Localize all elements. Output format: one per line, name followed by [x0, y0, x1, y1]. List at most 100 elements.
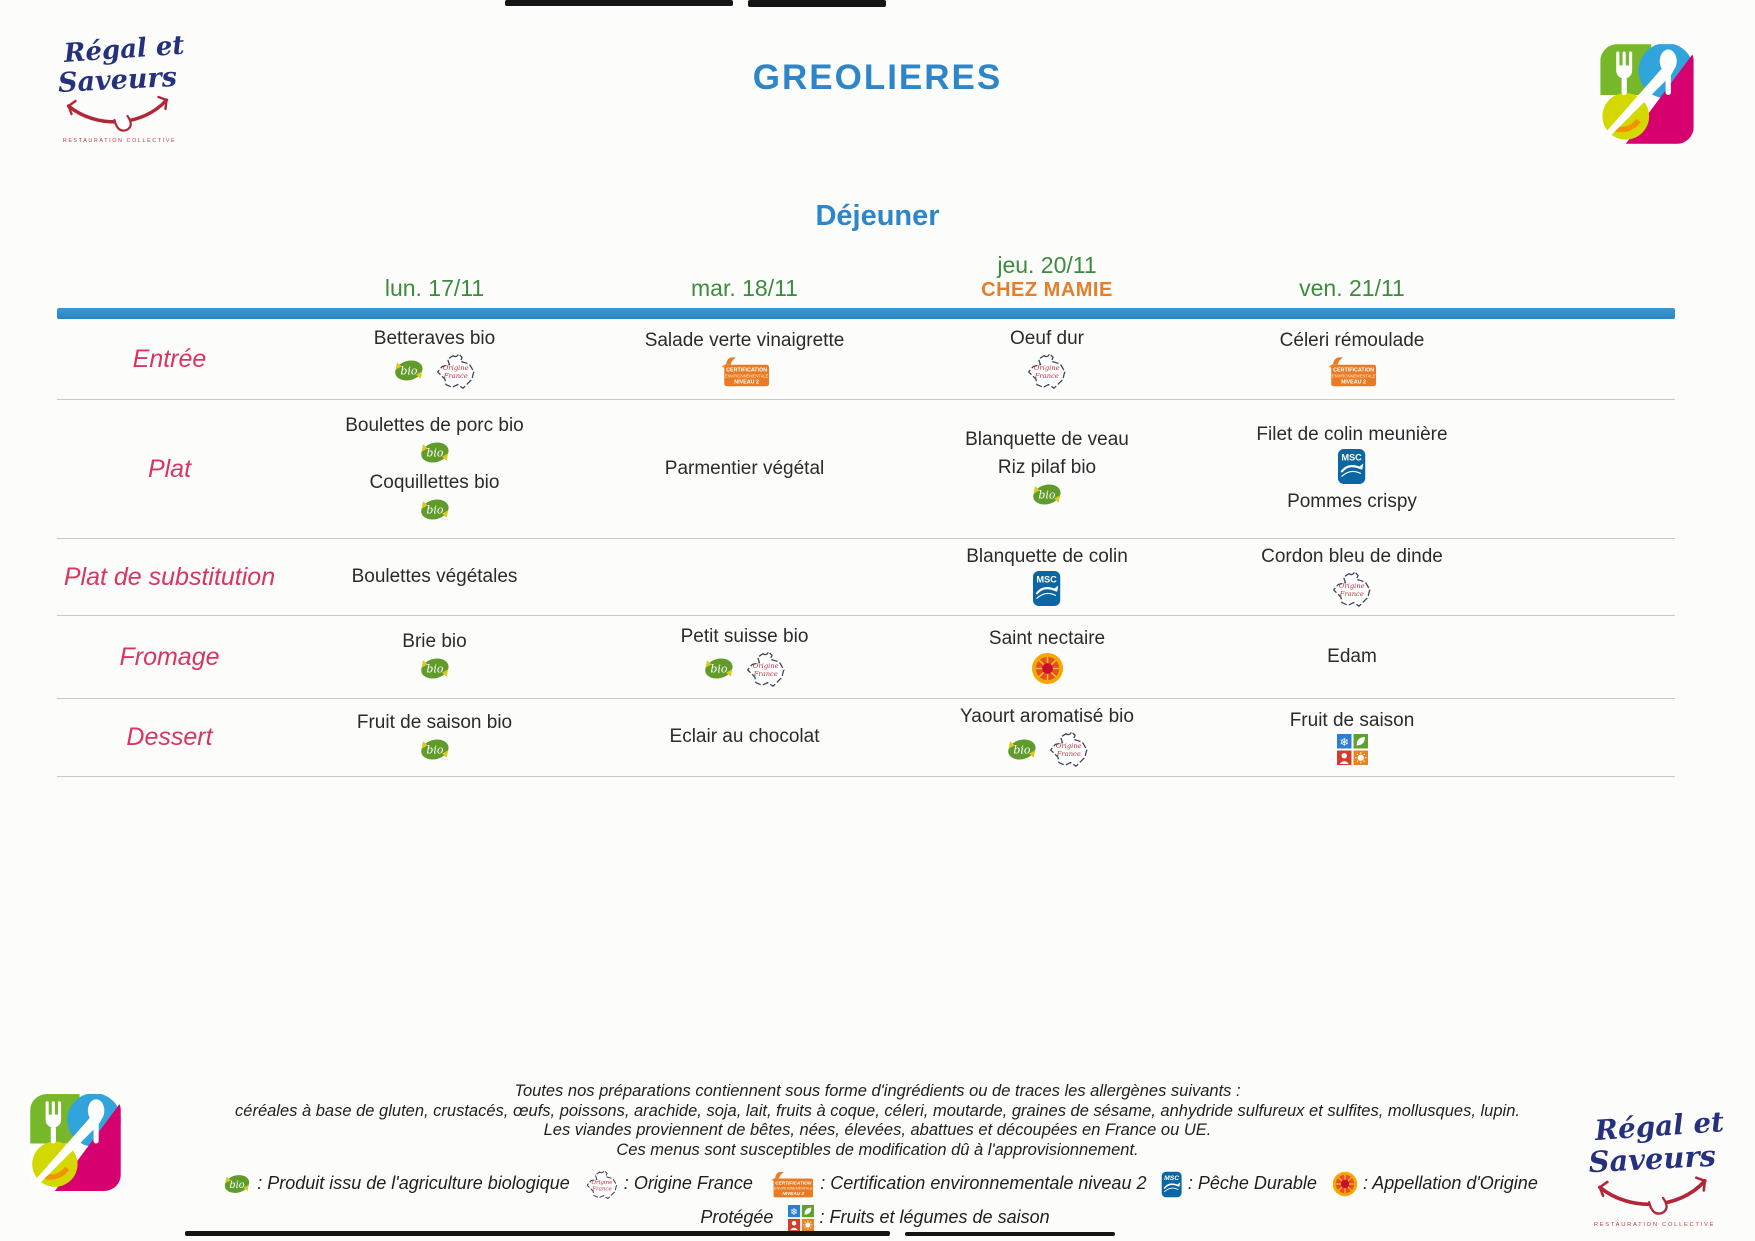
menu-item: Saint nectaire [989, 627, 1105, 685]
svg-text:ENVIRONNEMENTALE: ENVIRONNEMENTALE [1332, 373, 1376, 378]
day-label: lun. 17/11 [384, 275, 485, 301]
svg-text:MSC: MSC [1342, 453, 1363, 463]
regal-et-saveurs-logo: Régal et Saveurs RESTAURATION COLLECTIVE [52, 32, 187, 144]
svg-text:Origine: Origine [443, 364, 469, 372]
fork-icon [1616, 51, 1633, 96]
menu-item: Edam [1327, 645, 1377, 668]
origine-france-icon: Origine France [1333, 570, 1371, 607]
legend-label: Certification environnementale niveau 2 [820, 1173, 1146, 1193]
menu-cell: Edam [1192, 616, 1512, 698]
origine-france-icon: Origine France [747, 650, 785, 687]
brand-caption: RESTAURATION COLLECTIVE [1594, 1222, 1715, 1228]
fruits-legumes-saison-icon: ❄ [1336, 733, 1368, 765]
svg-text:Origine: Origine [1339, 582, 1365, 590]
menu-item: Blanquette de veau [965, 428, 1129, 451]
dish-icons: MSC [1337, 448, 1366, 485]
bio-icon: bio [225, 1175, 250, 1194]
menu-item: Eclair au chocolat [670, 725, 820, 748]
legend-icon-slot: Origine France [585, 1169, 624, 1199]
menu-cell: Betteraves bio bio Origine France [282, 319, 587, 399]
menu-cell [587, 539, 902, 615]
legend-entry-peche-durable: MSC Pêche Durable [1161, 1171, 1317, 1198]
smile-icon [1598, 1179, 1707, 1206]
dish-name: Brie bio [402, 631, 467, 652]
msc-peche-durable-icon: MSC [1033, 570, 1061, 607]
svg-text:bio: bio [426, 503, 444, 516]
bio-icon: bio [420, 441, 449, 463]
menu-cell: Blanquette de colin MSC [902, 539, 1192, 615]
menu-cell: Petit suisse bio bio Origine France [587, 616, 902, 698]
msc-peche-durable-icon: MSC [1338, 448, 1366, 485]
menu-item: Boulettes végétales [352, 565, 518, 588]
certification-env-icon: CERTIFICATION ENVIRONNEMENTALE NIVEAU 2 [1328, 356, 1377, 386]
scan-artifact [748, 0, 886, 7]
cutlery-logo-bottom [28, 1092, 123, 1193]
dish-icons: bio Origine France [392, 352, 476, 390]
dish-icons: bio Origine France [1005, 730, 1089, 768]
menu-table: lun. 17/11 mar. 18/11 jeu. 20/11 CHEZ MA… [57, 230, 1675, 777]
allergen-list: céréales à base de gluten, crustacés, œu… [235, 1101, 1520, 1120]
menu-cell: Salade verte vinaigrette CERTIFICATION E… [587, 319, 902, 399]
regal-et-saveurs-logo-bottom: Régal et Saveurs RESTAURATION COLLECTIVE [1582, 1108, 1727, 1228]
menu-cell: Boulettes végétales [282, 539, 587, 615]
row-label: Plat [147, 454, 192, 483]
spoon-icon [87, 1099, 105, 1144]
legend-label: Fruits et légumes de saison [819, 1207, 1049, 1227]
msc-peche-durable-icon: MSC [1162, 1171, 1183, 1198]
menu-cell: Filet de colin meunière MSC Pommes crisp… [1192, 400, 1512, 538]
page-title: GREOLIERES [752, 58, 1003, 97]
bio-icon: bio [1033, 484, 1061, 505]
svg-text:Origine: Origine [591, 1180, 613, 1186]
svg-text:France: France [1339, 590, 1364, 598]
svg-text:NIVEAU 2: NIVEAU 2 [734, 379, 759, 385]
dish-icons: bio [418, 439, 452, 466]
legend-label: Produit issu de l'agriculture biologique [257, 1173, 570, 1193]
dish-name: Boulettes végétales [351, 565, 518, 587]
icon-legend: bio Produit issu de l'agriculture biolog… [208, 1166, 1548, 1234]
dish-icons: CERTIFICATION ENVIRONNEMENTALE NIVEAU 2 [1325, 354, 1379, 388]
days-header-row: lun. 17/11 mar. 18/11 jeu. 20/11 CHEZ MA… [57, 230, 1675, 308]
svg-text:❄: ❄ [791, 1207, 799, 1218]
svg-text:France: France [591, 1186, 612, 1192]
dish-name: Filet de colin meunière [1256, 424, 1448, 445]
svg-text:CERTIFICATION: CERTIFICATION [775, 1181, 812, 1187]
day-header-ven: ven. 21/11 [1192, 230, 1512, 308]
menu-item: Céleri rémoulade CERTIFICATION ENVIRONNE… [1280, 329, 1424, 388]
smile-icon [66, 98, 169, 124]
svg-text:Origine: Origine [1055, 742, 1081, 750]
origine-france-icon: Origine France [586, 1169, 618, 1199]
aop-icon [1031, 652, 1063, 685]
bio-icon: bio [705, 658, 733, 679]
dish-name: Riz pilaf bio [997, 457, 1097, 478]
cutlery-logo [1598, 42, 1696, 146]
dish-icons: Origine France [1331, 570, 1373, 608]
menu-cell: Eclair au chocolat [587, 699, 902, 776]
dish-name: Petit suisse bio [680, 625, 809, 647]
menu-item: Fruit de saison bio bio [357, 711, 512, 763]
tongue-icon [1647, 1196, 1668, 1215]
svg-text:CERTIFICATION: CERTIFICATION [726, 367, 767, 373]
menu-item: Boulettes de porc bio bio [345, 414, 524, 466]
dish-name: Cordon bleu de dinde [1261, 545, 1443, 567]
menu-cell: Fruit de saison bio bio [282, 699, 587, 776]
row-label: Dessert [126, 723, 213, 751]
svg-text:bio: bio [426, 446, 444, 459]
legend-label: Origine France [624, 1173, 753, 1193]
bio-icon: bio [395, 360, 423, 381]
menu-item: Riz pilaf bio bio [998, 456, 1096, 508]
origine-france-icon: Origine France [1049, 731, 1088, 767]
legend-entry-saison: ❄ Fruits et légumes de saison [788, 1205, 1050, 1232]
fruits-legumes-saison-icon: ❄ [788, 1205, 815, 1232]
legend-entry-certification: CERTIFICATION ENVIRONNEMENTALE NIVEAU 2 … [768, 1172, 1146, 1198]
bio-icon: bio [420, 738, 449, 760]
dish-name: Blanquette de veau [965, 429, 1129, 450]
legend-label: Pêche Durable [1188, 1173, 1317, 1193]
row-plat: Plat Boulettes de porc bio bio Coquillet… [57, 400, 1675, 539]
row-dessert: Dessert Fruit de saison bio bio Eclair a… [57, 699, 1675, 777]
dish-name: Eclair au chocolat [669, 726, 820, 747]
day-header-jeu: jeu. 20/11 CHEZ MAMIE [902, 230, 1192, 308]
brand-line2: Saveurs [57, 62, 177, 99]
tongue-icon [113, 114, 132, 132]
menu-item: Salade verte vinaigrette CERTIFICATION E… [645, 329, 844, 388]
